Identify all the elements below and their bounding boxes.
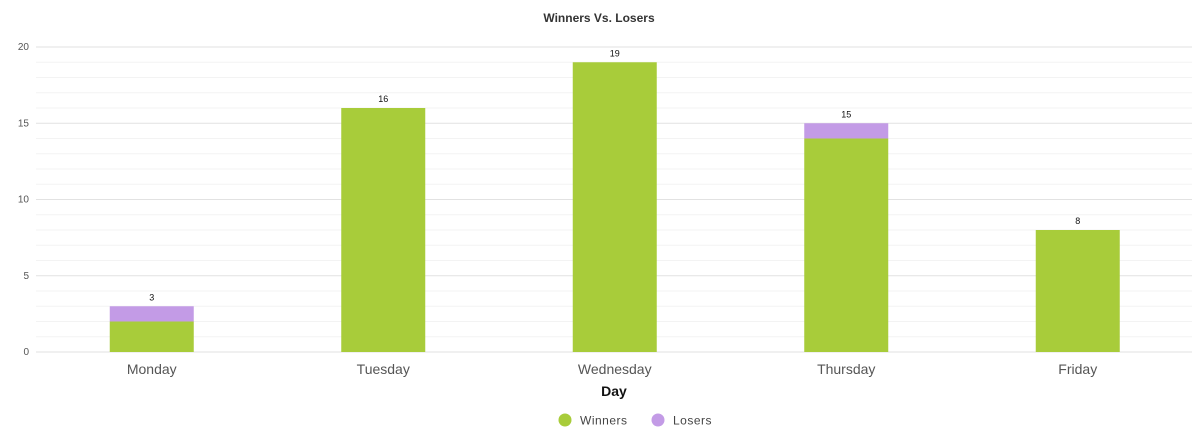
legend: Winners Losers [558,413,712,428]
bar-losers-thursday [804,123,889,139]
data-label-thursday: 15 [841,109,851,119]
bar-winners-thursday [804,138,889,352]
y-tick-label: 15 [18,118,30,129]
x-tick-label: Thursday [817,361,875,377]
data-label-tuesday: 16 [378,94,388,104]
chart-title: Winners Vs. Losers [543,11,655,25]
data-labels: 3 16 19 15 8 [149,48,1080,302]
data-label-monday: 3 [149,292,154,302]
legend-label-winners[interactable]: Winners [580,414,628,428]
bar-winners-wednesday [572,62,657,352]
x-axis-label: Day [601,383,627,399]
legend-label-losers[interactable]: Losers [673,414,712,428]
x-tick-label: Wednesday [578,361,652,377]
legend-marker-winners[interactable] [558,413,572,427]
bars [109,62,1120,352]
legend-marker-losers[interactable] [651,413,665,427]
data-label-wednesday: 19 [610,48,620,58]
x-tick-label: Monday [127,361,177,377]
y-tick-label: 0 [23,347,29,358]
y-tick-label: 10 [18,195,30,206]
data-label-friday: 8 [1075,216,1080,226]
x-tick-label: Tuesday [357,361,410,377]
bar-losers-monday [109,306,194,322]
y-tick-label: 20 [18,42,30,53]
bar-winners-monday [109,321,194,352]
x-axis: Monday Tuesday Wednesday Thursday Friday [127,361,1097,377]
x-tick-label: Friday [1058,361,1097,377]
y-tick-label: 5 [23,271,29,282]
bar-winners-friday [1035,230,1120,352]
bar-winners-tuesday [341,108,426,352]
y-axis: 0 5 10 15 20 [18,42,30,358]
